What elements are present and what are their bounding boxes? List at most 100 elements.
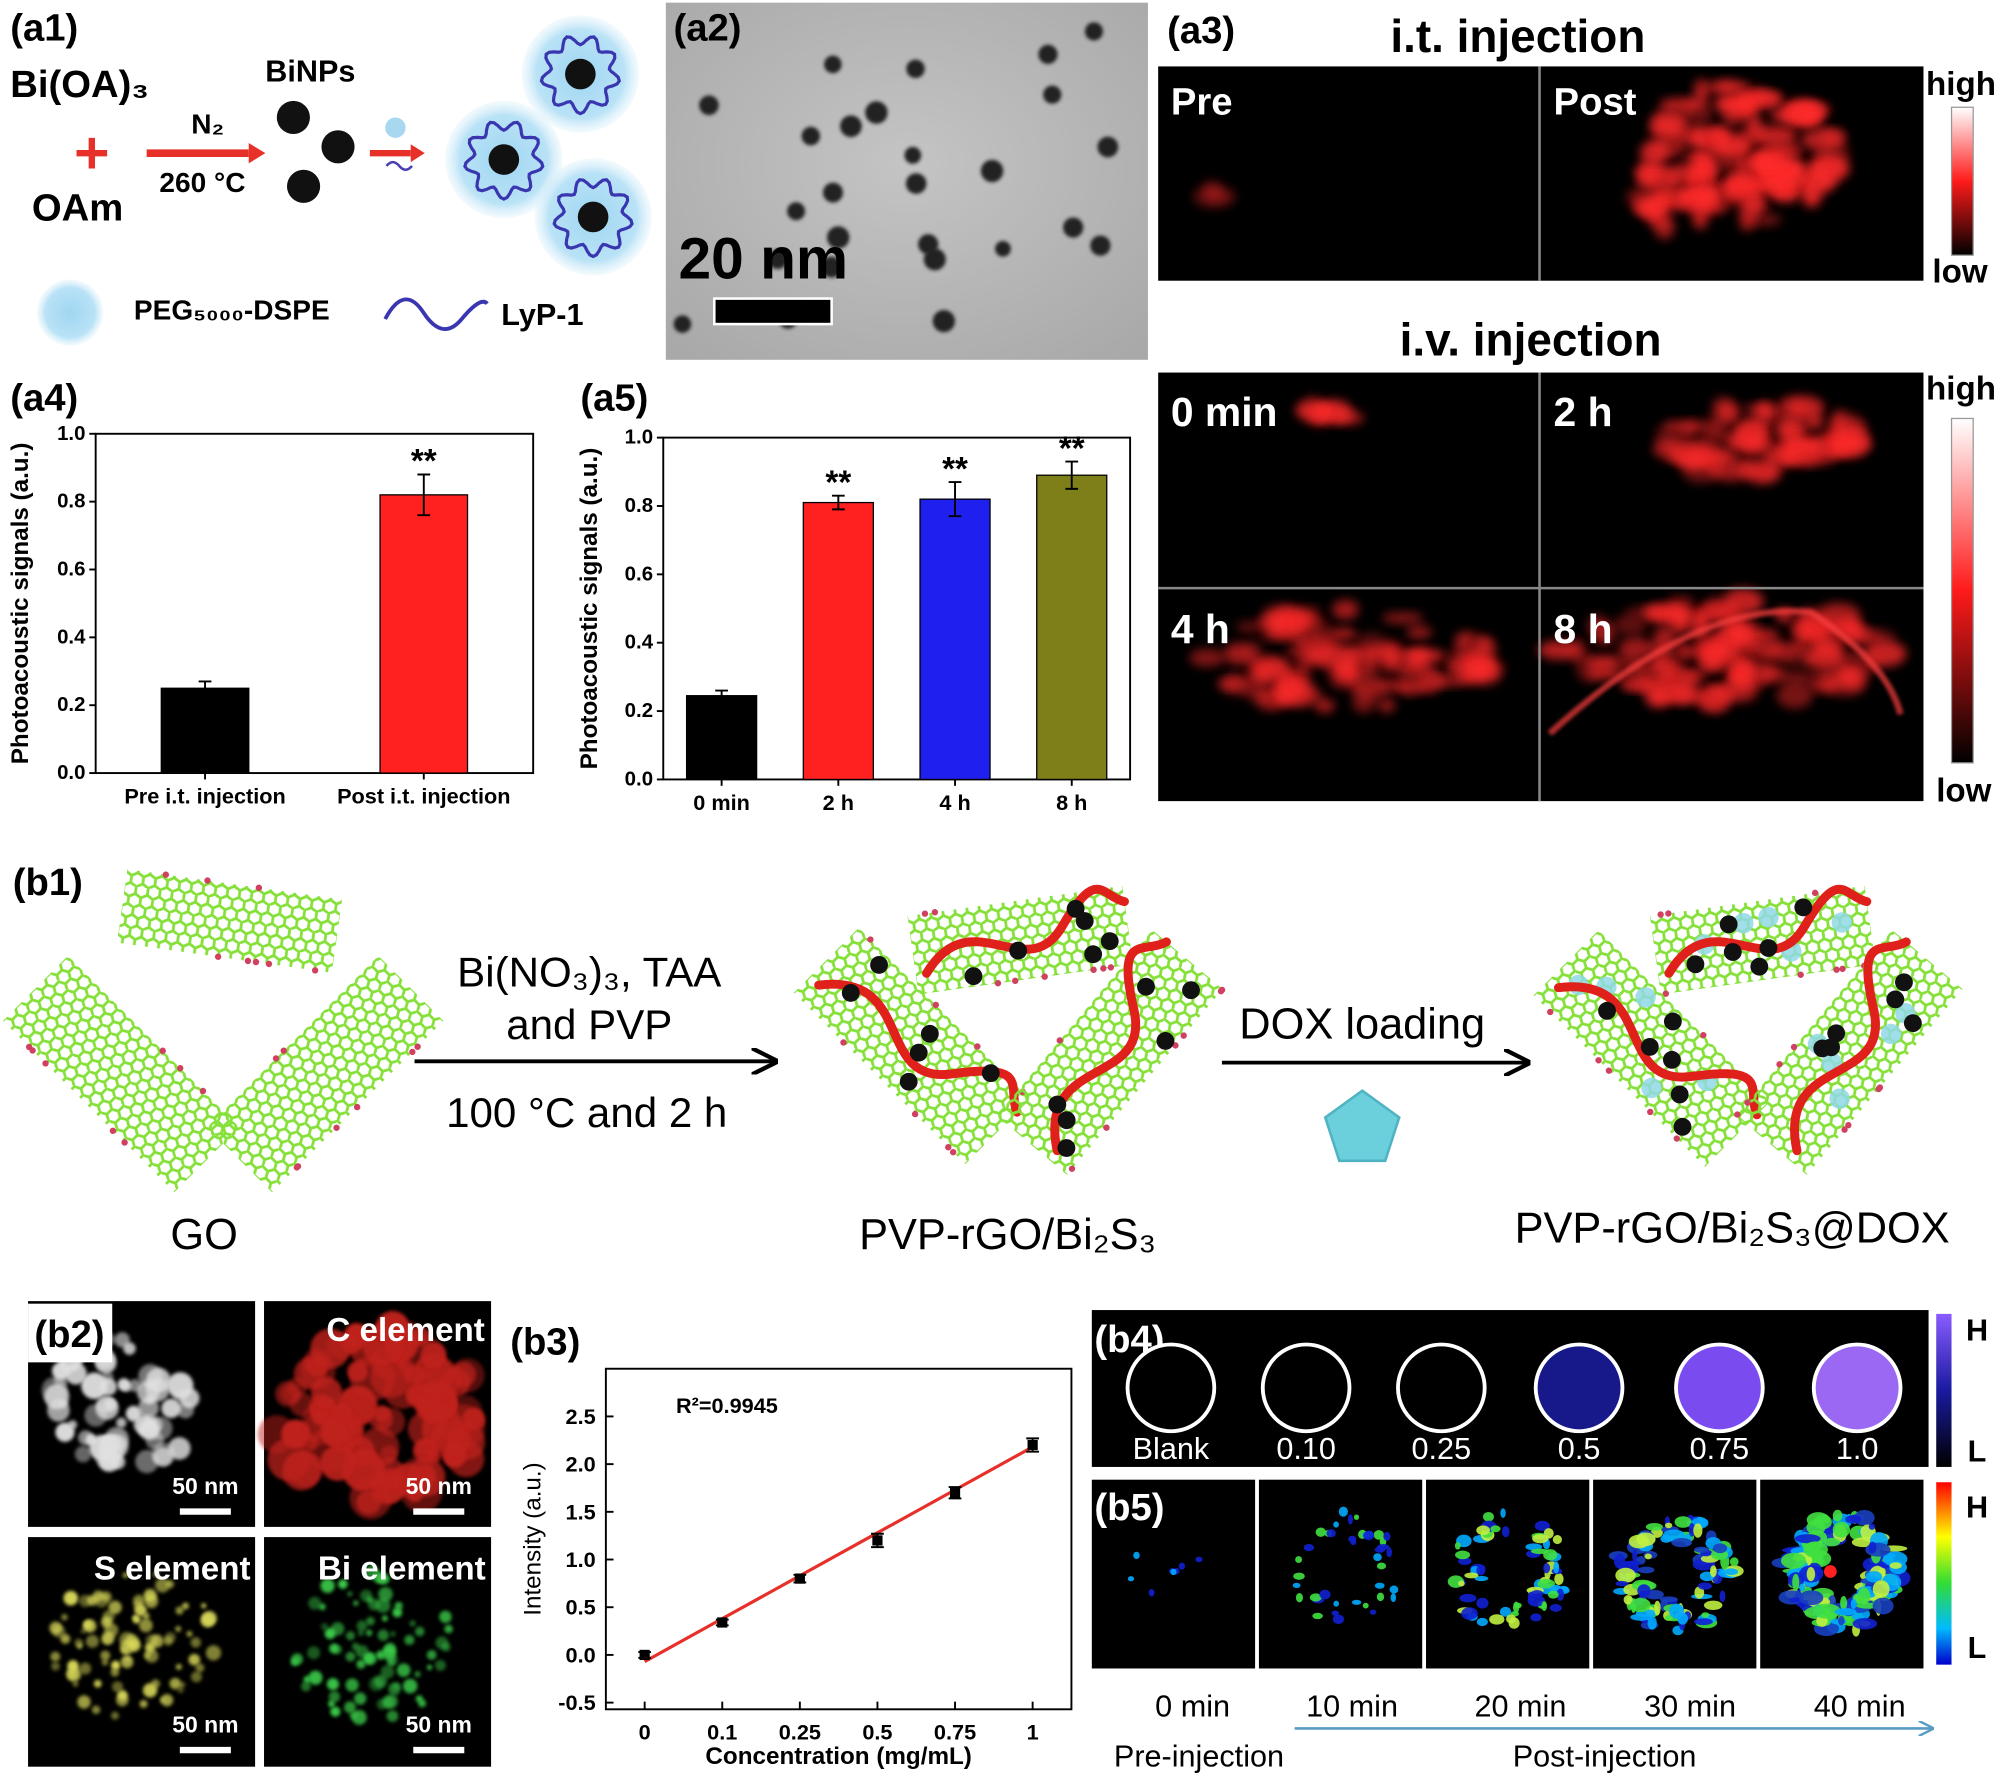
signal-blob: [1800, 128, 1846, 152]
signal-spot: [1532, 1533, 1549, 1544]
peptide-ring: [539, 35, 622, 116]
dox-molecule: [1635, 987, 1656, 1008]
signal-blob: [1645, 686, 1671, 708]
signal-spot: [169, 1677, 181, 1690]
bi2s3-particle: [1598, 1001, 1616, 1020]
signal-spot: [1697, 1582, 1712, 1590]
panel-label: (b3): [510, 1320, 580, 1363]
error-bar: [831, 494, 845, 511]
pvp-chain: [1050, 937, 1171, 1156]
signal-spot: [404, 1634, 415, 1646]
signal-spot: [1703, 1600, 1723, 1610]
signal-spot: [76, 1643, 83, 1649]
dox-molecule: [1758, 906, 1779, 928]
nanoparticle: [565, 58, 596, 90]
nanoparticle: [488, 144, 520, 175]
signal-spot: [351, 1642, 360, 1651]
oxygen-group: [1700, 1031, 1707, 1039]
bi2s3-particle: [1903, 1014, 1922, 1033]
signal-spot: [381, 1645, 397, 1661]
time-label: 0 min: [1155, 1690, 1230, 1724]
signal-blob: [1709, 450, 1738, 462]
signal-blob: [1298, 654, 1316, 668]
signal-spot: [449, 1395, 483, 1429]
oxygen-group: [42, 1060, 49, 1067]
label: 100 °C and 2 h: [446, 1089, 727, 1136]
signal-spot: [1292, 1582, 1301, 1589]
signal-spot: [1852, 1617, 1878, 1630]
signal-spot: [1541, 1601, 1547, 1612]
oxygen-group: [1605, 1067, 1613, 1074]
signal-spot: [188, 1653, 201, 1666]
label: Post: [1554, 81, 1637, 124]
x-tick-label: 1: [1027, 1720, 1039, 1745]
signal-spot: [1303, 1543, 1315, 1552]
signal-spot: [1332, 1614, 1345, 1625]
x-tick-label: Pre i.t. injection: [124, 784, 285, 809]
signal-blob: [1741, 92, 1782, 105]
oxygen-group: [1841, 1126, 1848, 1133]
label: i.v. injection: [1400, 313, 1662, 365]
scale-bar: [179, 1508, 465, 1754]
oxygen-group: [162, 871, 170, 878]
oxygen-group: [945, 1144, 952, 1151]
oxygen-group: [293, 1164, 301, 1171]
particle: [1043, 85, 1062, 104]
bar: [685, 695, 758, 781]
oxygen-group: [353, 1103, 361, 1111]
signal-spot: [347, 1591, 353, 1597]
signal-blob: [1613, 614, 1648, 636]
oxygen-group: [29, 1047, 36, 1054]
oxygen-group: [1797, 971, 1804, 978]
y-tick-label: 2.0: [566, 1452, 596, 1477]
signal-spot: [1556, 1588, 1565, 1601]
signal-blob: [1640, 139, 1669, 166]
signal-spot: [139, 1618, 153, 1633]
label: H: [1966, 1313, 1988, 1347]
well-label: 0.25: [1412, 1432, 1472, 1466]
signal-spot: [81, 1372, 108, 1400]
signal-spot: [1630, 1613, 1652, 1621]
signal-spot: [143, 1651, 151, 1659]
panel-label: (a4): [10, 377, 78, 420]
signal-spot: [356, 1490, 382, 1515]
panel-divider: [1158, 66, 1924, 802]
signal-spot: [400, 1457, 436, 1493]
signal-blob: [1798, 104, 1824, 127]
oxygen-group: [311, 967, 319, 974]
error-bar: [417, 473, 431, 517]
signal-spot: [178, 1681, 186, 1689]
signal-blob: [1682, 97, 1713, 126]
nanoparticle: [286, 169, 321, 203]
bi2s3-particle: [1895, 973, 1913, 992]
signal-spot: [173, 1389, 187, 1403]
axis-title: Intensity (a.u.): [520, 1462, 547, 1615]
bi2s3-particle: [1662, 1050, 1681, 1069]
signal-spot: [1671, 1538, 1693, 1548]
signal-spot: [144, 1594, 159, 1609]
oxygen-group: [1090, 966, 1097, 973]
signal-spot: [396, 1663, 411, 1678]
label: Post-injection: [1513, 1739, 1697, 1773]
signal-spot: [1464, 1572, 1479, 1579]
oxygen-group: [1673, 1135, 1680, 1142]
signal-spot: [72, 1681, 79, 1687]
signal-edge: [1547, 608, 1904, 736]
signal-spot: [137, 1397, 159, 1419]
label: OAm: [32, 187, 123, 230]
oxygen-group: [867, 936, 874, 943]
signal-spot: [353, 1692, 367, 1705]
peptide-icon: [385, 160, 413, 172]
label: L: [1968, 1631, 1987, 1665]
oxygen-group: [333, 1124, 340, 1131]
particle: [673, 315, 692, 333]
colorbar: [1936, 1313, 1952, 1467]
bi2s3-particle: [1759, 939, 1778, 957]
particle: [699, 95, 719, 116]
signal-blob: [1329, 627, 1357, 641]
signal-blob: [1381, 612, 1424, 625]
signal-spot: [101, 1634, 113, 1645]
signal-spot: [368, 1677, 384, 1692]
plot-frame: [94, 432, 535, 775]
oxygen-group: [1845, 1122, 1852, 1129]
